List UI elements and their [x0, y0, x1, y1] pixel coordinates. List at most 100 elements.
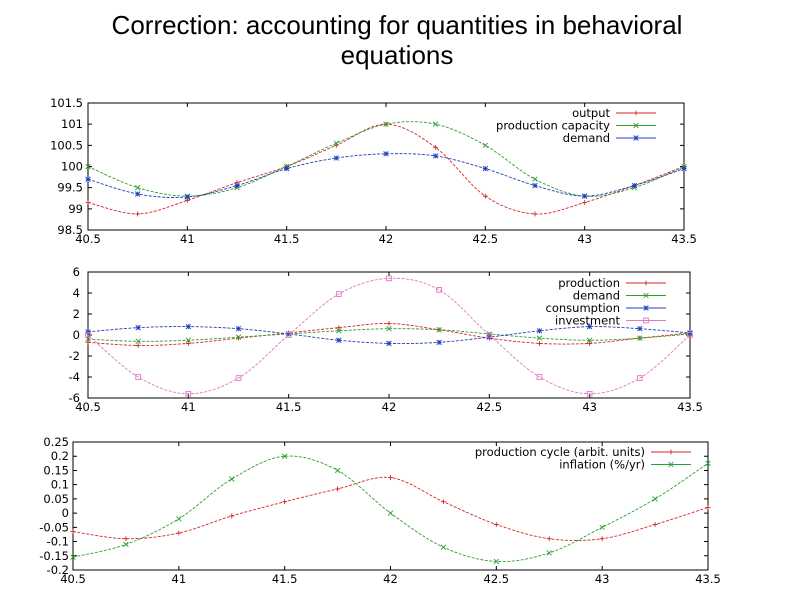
- x-tick-label: 41: [181, 400, 196, 414]
- data-point: [285, 332, 292, 338]
- y-tick-label: 101: [61, 117, 83, 131]
- data-point: [537, 341, 542, 346]
- data-point: [546, 536, 552, 542]
- data-point: [185, 341, 191, 346]
- y-tick-label: 98.5: [57, 223, 83, 237]
- data-point: [493, 522, 499, 527]
- data-point: [229, 513, 235, 519]
- legend-marker: [643, 292, 649, 299]
- data-point: [85, 339, 91, 345]
- legend-marker: [633, 110, 639, 116]
- data-point: [582, 200, 588, 205]
- data-point: [285, 331, 292, 337]
- legend-marker: [643, 280, 649, 286]
- data-point: [637, 325, 643, 332]
- legend-label: inflation (%/yr): [559, 458, 645, 472]
- series-3: [85, 151, 687, 200]
- x-tick-label: 42: [382, 400, 397, 414]
- x-tick-label: 40.5: [75, 232, 101, 246]
- legend-label: investment: [555, 314, 620, 328]
- chart-1: 40.5 41 41.5 42 42.5 43 43.5 101.5 101 100.5 100 99…: [50, 96, 697, 246]
- data-point: [546, 550, 552, 556]
- y-tick-label: 100: [61, 160, 83, 174]
- legend-label: production: [558, 276, 620, 290]
- data-point: [135, 211, 141, 217]
- y-tick-label: 99.5: [57, 181, 83, 195]
- data-point: [681, 165, 687, 172]
- legend-label: demand: [573, 289, 620, 303]
- data-point: [185, 337, 192, 343]
- legend-marker: [668, 449, 674, 455]
- data-point: [581, 193, 588, 199]
- data-point: [636, 375, 643, 381]
- legend-label: production cycle (arbit. units): [475, 445, 645, 459]
- x-tick-label: 41.5: [272, 572, 298, 586]
- data-point: [334, 467, 341, 474]
- legend-label: consumption: [546, 301, 620, 315]
- y-tick-label: -4: [69, 370, 80, 384]
- x-tick-label: 42: [383, 572, 398, 586]
- data-point: [599, 536, 605, 542]
- data-point: [532, 211, 538, 217]
- y-tick-label: 2: [73, 307, 80, 321]
- series-1: [70, 475, 711, 542]
- data-point: [134, 184, 141, 191]
- x-tick-label: 43.5: [671, 232, 697, 246]
- data-point: [135, 374, 142, 380]
- x-tick-label: 42.5: [484, 572, 510, 586]
- data-point: [687, 332, 693, 338]
- y-tick-label: -6: [69, 391, 80, 405]
- series-line: [87, 277, 691, 395]
- data-point: [386, 340, 392, 347]
- data-point: [386, 321, 392, 326]
- x-tick-label: 40.5: [60, 572, 86, 586]
- data-point: [135, 343, 141, 348]
- series-line: [72, 455, 709, 563]
- data-point: [586, 390, 593, 397]
- data-point: [482, 193, 488, 199]
- data-point: [333, 140, 340, 146]
- data-point: [85, 176, 91, 182]
- series-3: [85, 323, 693, 347]
- y-tick-label: 6: [73, 265, 80, 279]
- data-point: [135, 324, 141, 331]
- data-point: [432, 121, 439, 127]
- data-point: [185, 390, 192, 397]
- data-point: [134, 191, 141, 197]
- data-point: [536, 335, 543, 341]
- x-tick-label: 43.5: [677, 400, 703, 414]
- data-point: [536, 374, 543, 380]
- y-tick-label: 0: [73, 328, 80, 342]
- data-point: [440, 544, 447, 550]
- data-point: [705, 505, 711, 510]
- data-point: [482, 165, 489, 172]
- series-line: [87, 153, 685, 198]
- x-tick-label: 43: [582, 400, 597, 414]
- y-tick-label: 0: [62, 506, 69, 520]
- data-point: [387, 510, 394, 516]
- legend-label: production capacity: [496, 119, 610, 133]
- data-point: [386, 325, 392, 332]
- data-point: [85, 329, 91, 335]
- y-tick-label: 0.05: [43, 492, 69, 506]
- data-point: [652, 522, 658, 527]
- data-point: [281, 453, 288, 459]
- data-point: [235, 325, 242, 332]
- data-point: [433, 145, 439, 150]
- data-point: [482, 142, 489, 149]
- data-point: [229, 476, 235, 482]
- data-point: [333, 155, 340, 161]
- data-point: [493, 558, 500, 565]
- data-point: [532, 176, 538, 182]
- y-tick-label: 100.5: [50, 138, 83, 152]
- legend-label: demand: [563, 131, 610, 145]
- y-tick-label: -0.1: [47, 535, 69, 549]
- data-point: [235, 334, 242, 340]
- data-point: [388, 475, 393, 480]
- data-point: [336, 325, 342, 331]
- data-point: [234, 182, 240, 189]
- data-point: [599, 524, 605, 531]
- slide-title-line-2: equations: [340, 40, 454, 70]
- data-point: [185, 323, 192, 330]
